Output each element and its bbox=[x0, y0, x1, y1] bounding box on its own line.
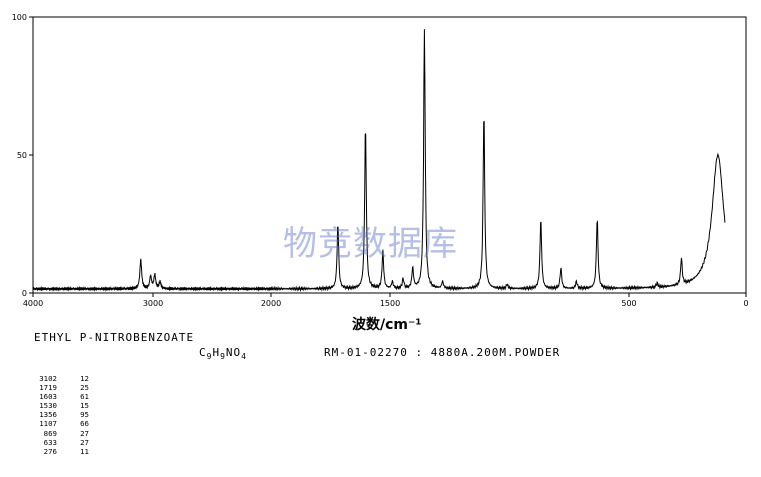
formula-c-count: 9 bbox=[206, 352, 213, 362]
peak-intensity: 95 bbox=[80, 410, 89, 420]
spectrum-line bbox=[32, 29, 726, 293]
x-tick-label: 500 bbox=[621, 299, 636, 308]
peak-wavenumber: 3102 bbox=[39, 374, 57, 383]
peak-intensity: 27 bbox=[80, 428, 89, 438]
peak-row: 1603 61 bbox=[33, 392, 89, 401]
watermark: 物竞数据库 bbox=[283, 224, 458, 264]
formula-h-count: 9 bbox=[220, 352, 226, 362]
y-tick-label: 100 bbox=[12, 13, 27, 22]
x-tick-label: 1500 bbox=[380, 299, 400, 308]
formula-o-count: 4 bbox=[241, 352, 247, 362]
compound-name: ETHYL P-NITROBENZOATE bbox=[34, 331, 195, 344]
formula-h: H bbox=[212, 346, 221, 359]
peak-row: 1530 15 bbox=[33, 401, 89, 410]
peak-row: 869 27 bbox=[33, 429, 89, 438]
peak-wavenumber: 1719 bbox=[39, 383, 57, 393]
peak-row: 633 27 bbox=[33, 438, 89, 447]
peak-row: 1107 66 bbox=[33, 419, 89, 428]
peak-wavenumber: 633 bbox=[43, 437, 57, 447]
peak-intensity: 66 bbox=[80, 419, 89, 429]
peak-intensity: 12 bbox=[80, 374, 89, 383]
peak-wavenumber: 1356 bbox=[39, 410, 57, 420]
x-tick-label: 3000 bbox=[143, 299, 163, 308]
peak-table: 3102 12 1719 25 1603 61 1530 15 1356 95 1107 6… bbox=[33, 374, 89, 456]
peak-intensity: 11 bbox=[80, 446, 89, 456]
peak-wavenumber: 1530 bbox=[39, 401, 57, 411]
formula-rest: NO bbox=[225, 346, 242, 359]
x-tick-label: 2000 bbox=[261, 299, 281, 308]
method-info: RM-01-02270 : 4880A.200M.POWDER bbox=[324, 346, 561, 359]
molecular-formula: C9H9NO4 bbox=[199, 346, 247, 361]
peak-intensity: 61 bbox=[80, 392, 89, 402]
peak-wavenumber: 276 bbox=[43, 446, 57, 456]
formula-c: C bbox=[199, 346, 207, 359]
peak-intensity: 27 bbox=[80, 437, 89, 447]
peak-row: 3102 12 bbox=[33, 374, 89, 383]
axis-ticks: 4000 3000 2000 1500 500 0 0 50 100 bbox=[12, 13, 749, 308]
peak-wavenumber: 869 bbox=[43, 428, 57, 438]
y-tick-label: 0 bbox=[22, 289, 27, 298]
x-axis-label: 波数/cm⁻¹ bbox=[352, 316, 422, 333]
y-tick-label: 50 bbox=[17, 151, 27, 160]
peak-intensity: 15 bbox=[80, 401, 89, 411]
x-tick-label: 4000 bbox=[23, 299, 43, 308]
peak-wavenumber: 1107 bbox=[39, 419, 57, 429]
x-tick-label: 0 bbox=[743, 299, 748, 308]
peak-row: 1356 95 bbox=[33, 410, 89, 419]
peak-row: 1719 25 bbox=[33, 383, 89, 392]
peak-row: 276 11 bbox=[33, 447, 89, 456]
peak-intensity: 25 bbox=[80, 383, 89, 393]
peak-wavenumber: 1603 bbox=[39, 392, 57, 402]
